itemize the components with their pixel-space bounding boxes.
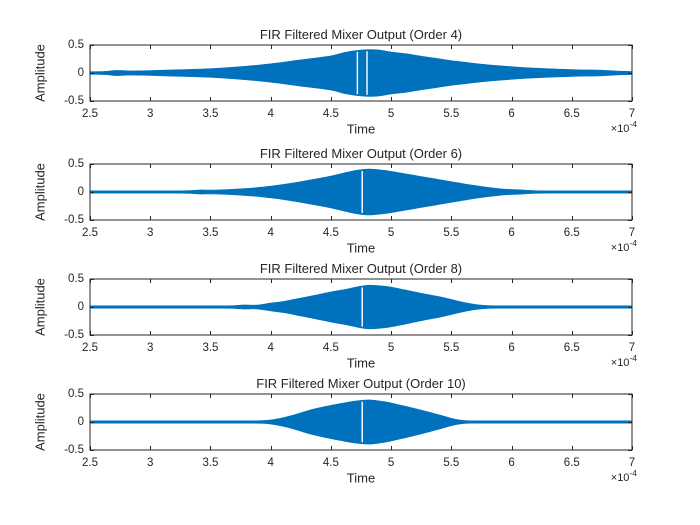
phase-notch-line	[366, 51, 368, 95]
x-tick-label: 2.5	[82, 227, 98, 239]
x-tick-label: 4	[267, 342, 274, 354]
y-axis-label: Amplitude	[33, 163, 48, 221]
x-tick-label: 5	[388, 342, 394, 354]
x-tick-label: 3.5	[202, 457, 218, 469]
x-tick-label: 6.5	[564, 108, 580, 120]
signal-envelope	[89, 168, 633, 216]
x-tick-label: 4.5	[323, 457, 339, 469]
x-tick-label: 7	[629, 227, 635, 239]
y-tick-label: -0.5	[64, 329, 84, 341]
x-axis-exponent: ×10-4	[611, 468, 638, 484]
subplot-title: FIR Filtered Mixer Output (Order 10)	[256, 376, 466, 391]
signal-envelope	[89, 399, 633, 445]
y-tick-label: -0.5	[64, 214, 84, 226]
x-tick-label: 6.5	[564, 457, 580, 469]
x-tick-label: 5.5	[443, 227, 459, 239]
x-tick-label: 4	[267, 457, 274, 469]
phase-notch-line	[356, 51, 359, 95]
x-tick-label: 4.5	[323, 342, 339, 354]
subplot-order-10: 2.5 3 3.5 4 4.5 5 5.5 6 6.5 7 0.5 0 -0.5 FIR Filtered…	[33, 376, 638, 486]
subplot-order-6: 2.5 3 3.5 4 4.5 5 5.5 6 6.5 7 0.5 0 -0.5 FIR Filtered…	[33, 146, 638, 256]
subplot-order-8: 2.5 3 3.5 4 4.5 5 5.5 6 6.5 7 0.5 0 -0.5 FIR Filtered…	[33, 261, 638, 371]
x-tick-label: 5.5	[443, 342, 459, 354]
x-tick-label: 3	[147, 342, 153, 354]
x-tick-label: 6.5	[564, 227, 580, 239]
x-tick-label: 7	[629, 342, 635, 354]
x-axis-exponent-superscript: -4	[629, 119, 637, 129]
y-tick-label: 0.5	[68, 273, 84, 285]
phase-notch-line	[361, 287, 363, 327]
x-tick-label: 2.5	[82, 108, 98, 120]
x-tick-label: 3	[147, 457, 153, 469]
x-axis-exponent-superscript: -4	[629, 238, 637, 248]
x-axis-label: Time	[347, 122, 375, 137]
y-axis-label: Amplitude	[33, 393, 48, 451]
x-tick-label: 5.5	[443, 108, 459, 120]
x-tick-label: 5.5	[443, 457, 459, 469]
x-axis-exponent: ×10-4	[611, 353, 638, 369]
x-axis-label: Time	[347, 471, 375, 486]
x-axis-label: Time	[347, 356, 375, 371]
x-tick-label: 3.5	[202, 342, 218, 354]
subplot-order-4: 2.5 3 3.5 4 4.5 5 5.5 6 6.5 7 0.5 0 -0.5 FIR Filtered…	[33, 27, 638, 137]
y-tick-label: -0.5	[64, 444, 84, 456]
phase-notch-line	[361, 170, 363, 214]
signal-envelope	[89, 49, 633, 97]
x-tick-label: 6	[508, 108, 514, 120]
x-tick-label: 6	[508, 227, 514, 239]
subplot-title: FIR Filtered Mixer Output (Order 6)	[260, 146, 462, 161]
y-tick-label: 0.5	[68, 158, 84, 170]
x-axis-exponent-superscript: -4	[629, 468, 637, 478]
x-tick-label: 7	[629, 457, 635, 469]
y-tick-label: 0	[78, 67, 84, 79]
x-tick-label: 4	[267, 227, 274, 239]
y-axis-label: Amplitude	[33, 278, 48, 336]
x-axis-exponent: ×10-4	[611, 238, 638, 254]
x-tick-label: 6	[508, 457, 514, 469]
x-tick-label: 6.5	[564, 342, 580, 354]
y-tick-label: 0	[78, 416, 84, 428]
x-axis-exponent: ×10-4	[611, 119, 638, 135]
x-axis-exponent-superscript: -4	[629, 353, 637, 363]
y-tick-label: -0.5	[64, 95, 84, 107]
x-tick-label: 3	[147, 108, 153, 120]
x-tick-label: 2.5	[82, 457, 98, 469]
signal-envelope	[89, 284, 633, 330]
x-tick-label: 3	[147, 227, 153, 239]
x-tick-label: 7	[629, 108, 635, 120]
y-tick-label: 0	[78, 186, 84, 198]
x-tick-label: 2.5	[82, 342, 98, 354]
x-tick-label: 5	[388, 108, 394, 120]
x-tick-label: 6	[508, 342, 514, 354]
x-tick-label: 3.5	[202, 108, 218, 120]
y-tick-label: 0.5	[68, 39, 84, 51]
x-tick-label: 3.5	[202, 227, 218, 239]
x-tick-label: 4.5	[323, 227, 339, 239]
phase-notch-line	[361, 401, 363, 443]
y-tick-label: 0	[78, 301, 84, 313]
subplot-title: FIR Filtered Mixer Output (Order 4)	[260, 27, 462, 42]
y-tick-label: 0.5	[68, 388, 84, 400]
x-tick-label: 5	[388, 227, 394, 239]
y-axis-label: Amplitude	[33, 44, 48, 102]
x-tick-label: 5	[388, 457, 394, 469]
subplot-title: FIR Filtered Mixer Output (Order 8)	[260, 261, 462, 276]
x-tick-label: 4	[267, 108, 274, 120]
x-axis-label: Time	[347, 241, 375, 256]
x-tick-label: 4.5	[323, 108, 339, 120]
